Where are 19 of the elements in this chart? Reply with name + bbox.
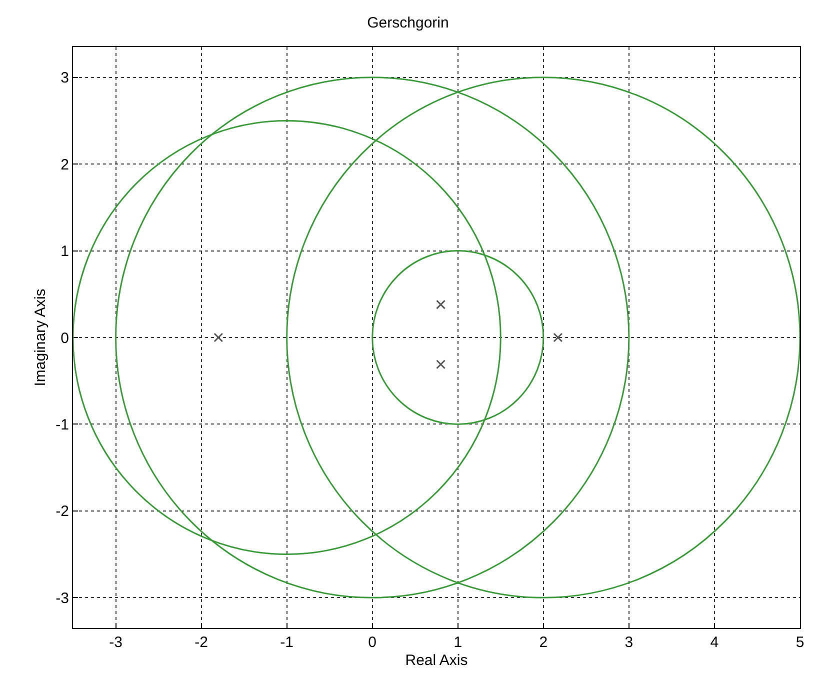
- y-tick-label: 1: [60, 243, 69, 260]
- x-axis-title: Real Axis: [405, 652, 468, 669]
- y-tick-label: -2: [56, 503, 69, 520]
- y-axis-title: Imaginary Axis: [32, 288, 49, 386]
- x-tick-label: -2: [194, 634, 208, 651]
- x-tick-label: 0: [368, 634, 377, 651]
- x-tick-label: 5: [796, 634, 804, 651]
- x-tick-label: 2: [539, 634, 548, 651]
- chart-title: Gerschgorin: [367, 14, 449, 32]
- x-tick-label: -1: [280, 634, 294, 651]
- y-tick-label: 2: [60, 156, 69, 174]
- x-tick-label: 3: [624, 634, 634, 651]
- x-tick-label: 4: [710, 634, 719, 651]
- y-tick-label: -3: [56, 590, 69, 607]
- y-tick-label: -1: [56, 416, 69, 434]
- x-tick-label: 1: [454, 634, 462, 651]
- y-tick-label: 3: [60, 70, 69, 87]
- x-tick-label: -3: [109, 634, 122, 651]
- y-tick-label: 0: [60, 330, 69, 347]
